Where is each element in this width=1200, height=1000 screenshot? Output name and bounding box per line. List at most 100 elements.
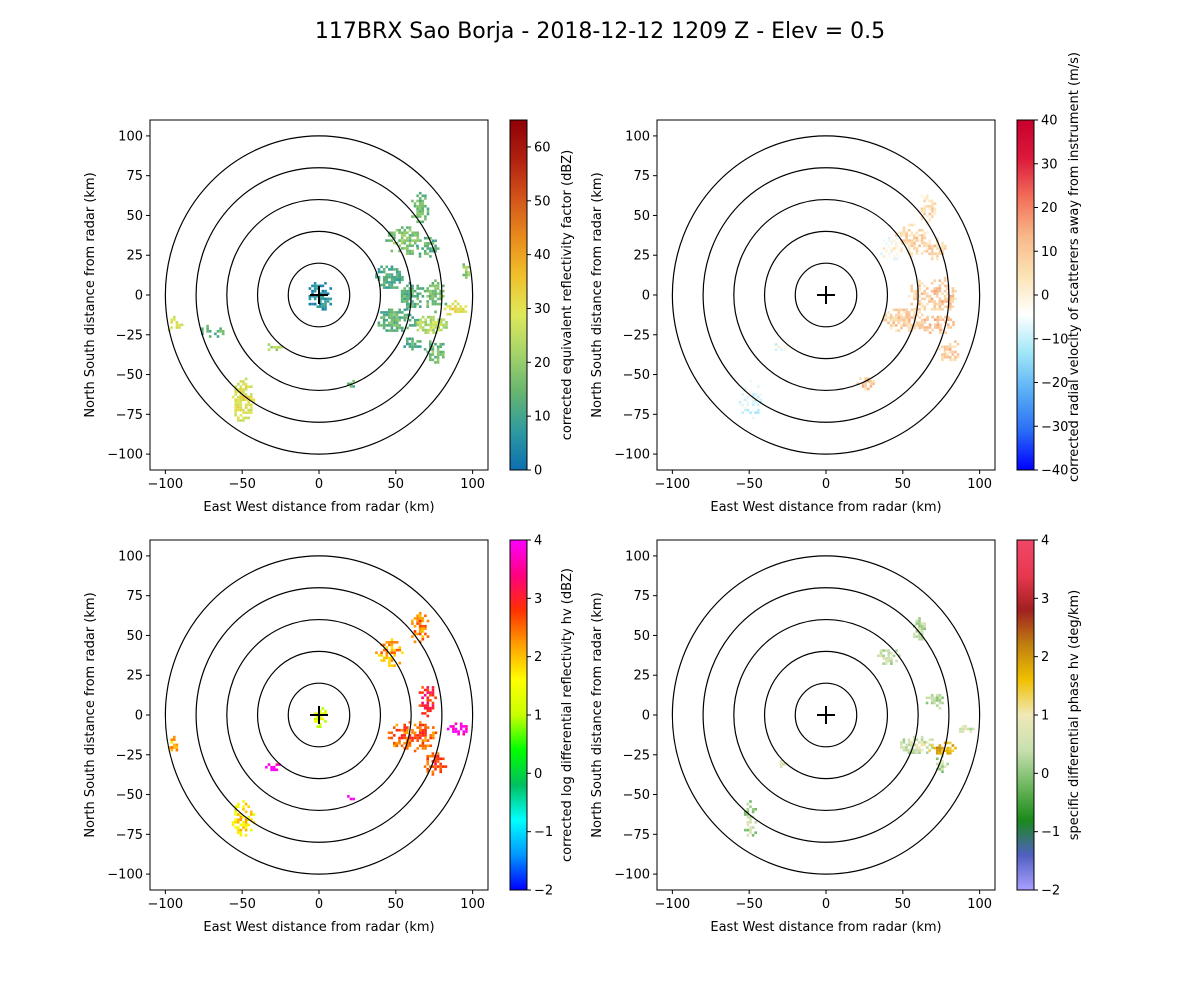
echo-cell <box>423 279 448 314</box>
colorbar <box>509 119 528 471</box>
y-tick-label: −100 <box>614 448 650 463</box>
echo-cell <box>403 337 422 351</box>
y-tick-label: 75 <box>126 589 143 604</box>
colorbar-tick-label: 40 <box>1041 114 1058 129</box>
y-tick-label: −25 <box>623 748 650 763</box>
colorbar-tick-label: 3 <box>1041 592 1049 607</box>
echo-cell <box>938 340 960 362</box>
y-tick-label: −25 <box>116 328 143 343</box>
x-tick-label: −50 <box>228 897 255 912</box>
y-tick-label: −50 <box>623 788 650 803</box>
x-tick-label: −100 <box>148 897 184 912</box>
echo-cell <box>411 191 430 224</box>
colorbar-tick-label: 50 <box>534 194 551 209</box>
range-ring <box>671 135 981 455</box>
colorbar <box>1016 539 1035 891</box>
range-ring <box>733 618 919 812</box>
plot-area <box>671 555 981 875</box>
x-tick-label: 0 <box>822 897 830 912</box>
y-tick-label: 100 <box>625 129 650 144</box>
y-tick-label: 25 <box>633 669 650 684</box>
echo-cell <box>418 686 437 718</box>
y-tick-label: −50 <box>116 788 143 803</box>
y-tick-label: −100 <box>614 868 650 883</box>
echo-cell <box>877 649 901 665</box>
y-tick-label: 50 <box>126 209 143 224</box>
y-tick-label: 25 <box>126 249 143 264</box>
y-tick-label: 75 <box>633 589 650 604</box>
x-tick-label: −50 <box>735 897 762 912</box>
y-tick-label: 25 <box>126 669 143 684</box>
x-tick-label: −100 <box>655 477 691 492</box>
echo-cell <box>928 741 957 755</box>
echo-cell <box>959 725 975 733</box>
y-tick-label: −75 <box>116 408 143 423</box>
panel-velocity: −100 −50 0 50 1001007550250−25−50−75−100East… <box>590 52 1082 515</box>
echo-cell <box>267 343 284 352</box>
range-ring <box>195 167 443 423</box>
echo-cell <box>347 379 355 388</box>
y-tick-label: 75 <box>633 169 650 184</box>
colorbar-tick-label: 1 <box>534 709 542 724</box>
x-tick-label: 100 <box>967 477 992 492</box>
range-ring <box>671 555 981 875</box>
echo-cell <box>443 299 468 316</box>
panel-reflectivity: −100 −50 0 50 1001007550250−25−50−75−100East… <box>83 119 575 515</box>
range-ring <box>226 618 412 812</box>
echo-cell <box>167 315 184 332</box>
y-axis-label: North South distance from radar (km) <box>590 592 605 837</box>
colorbar-tick-label: 3 <box>534 592 542 607</box>
echo-cell <box>774 343 788 352</box>
echo-cell <box>936 754 949 774</box>
colorbar-tick-label: 30 <box>1041 157 1058 172</box>
x-tick-label: 50 <box>388 477 405 492</box>
echo-cell <box>347 795 355 801</box>
colorbar-tick-label: 0 <box>534 464 542 479</box>
x-tick-label: 100 <box>967 897 992 912</box>
range-ring <box>794 262 858 328</box>
echo-cell <box>387 721 438 753</box>
colorbar-tick-label: 4 <box>1041 534 1049 549</box>
y-tick-label: 25 <box>633 249 650 264</box>
echo-cell <box>918 194 937 226</box>
echo-cell <box>882 308 924 332</box>
range-ring <box>287 262 351 328</box>
colorbar-tick-label: 2 <box>534 650 542 665</box>
y-axis-label: North South distance from radar (km) <box>83 592 98 837</box>
y-tick-label: 100 <box>625 549 650 564</box>
echo-cell <box>313 707 327 728</box>
y-tick-label: 100 <box>118 549 143 564</box>
y-tick-label: 0 <box>135 709 143 724</box>
colorbar-tick-label: −40 <box>1041 464 1068 479</box>
echo-cell <box>446 722 468 736</box>
x-axis-label: East West distance from radar (km) <box>710 920 941 935</box>
colorbar-tick-label: 20 <box>534 356 551 371</box>
y-tick-label: −25 <box>116 748 143 763</box>
y-tick-label: −50 <box>116 368 143 383</box>
x-tick-label: 100 <box>460 477 485 492</box>
colorbar-tick-label: −30 <box>1041 420 1068 435</box>
y-tick-label: −25 <box>623 328 650 343</box>
x-tick-label: 0 <box>822 477 830 492</box>
y-tick-label: 0 <box>642 289 650 304</box>
x-axis-label: East West distance from radar (km) <box>203 500 434 515</box>
colorbar-tick-label: −2 <box>1041 884 1060 899</box>
colorbar-tick-label: 10 <box>534 410 551 425</box>
echo-cell <box>928 276 957 311</box>
echo-cell <box>265 763 281 772</box>
colorbar-tick-label: 4 <box>534 534 542 549</box>
x-axis-label: East West distance from radar (km) <box>203 920 434 935</box>
colorbar-tick-label: 20 <box>1041 201 1058 216</box>
echo-cell <box>738 380 763 420</box>
colorbar-tick-label: −1 <box>534 825 553 840</box>
echo-cell <box>411 611 430 644</box>
x-tick-label: −50 <box>228 477 255 492</box>
colorbar-tick-label: 0 <box>1041 767 1049 782</box>
echo-cell <box>880 236 901 261</box>
colorbar-label: corrected log differential reflectivity … <box>560 568 575 862</box>
colorbar-tick-label: −10 <box>1041 332 1068 347</box>
y-axis-label: North South distance from radar (km) <box>83 172 98 417</box>
echo-cell <box>375 265 404 289</box>
echo-cell <box>231 800 256 837</box>
